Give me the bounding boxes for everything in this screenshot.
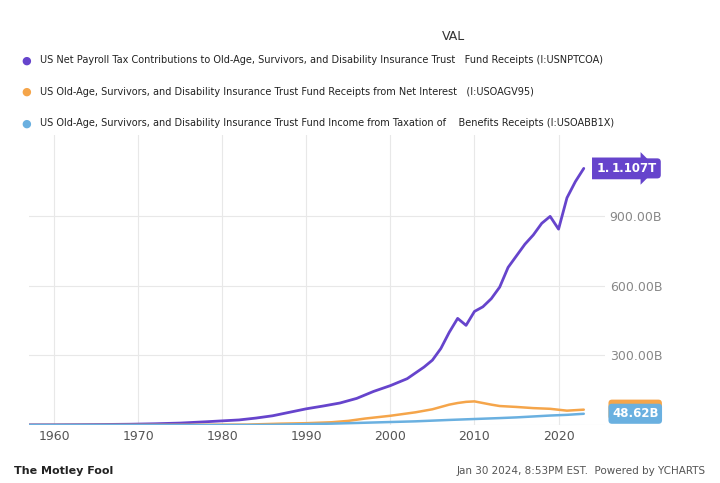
Text: VAL: VAL bbox=[442, 30, 465, 43]
Text: 1.107T: 1.107T bbox=[612, 162, 657, 175]
Text: Jan 30 2024, 8:53PM EST.  Powered by YCHARTS: Jan 30 2024, 8:53PM EST. Powered by YCHA… bbox=[456, 466, 706, 476]
Text: The Motley Fool: The Motley Fool bbox=[14, 466, 114, 476]
Text: 48.62B: 48.62B bbox=[612, 407, 659, 420]
Text: US Old-Age, Survivors, and Disability Insurance Trust Fund Receipts from Net Int: US Old-Age, Survivors, and Disability In… bbox=[40, 87, 534, 97]
Text: US Net Payroll Tax Contributions to Old-Age, Survivors, and Disability Insurance: US Net Payroll Tax Contributions to Old-… bbox=[40, 56, 603, 65]
Text: 66.37B: 66.37B bbox=[612, 403, 658, 416]
Text: ●: ● bbox=[22, 87, 32, 97]
Text: 1.107T: 1.107T bbox=[596, 162, 645, 175]
Text: ●: ● bbox=[22, 118, 32, 128]
Text: ●: ● bbox=[22, 56, 32, 65]
Text: US Old-Age, Survivors, and Disability Insurance Trust Fund Income from Taxation : US Old-Age, Survivors, and Disability In… bbox=[40, 118, 613, 128]
